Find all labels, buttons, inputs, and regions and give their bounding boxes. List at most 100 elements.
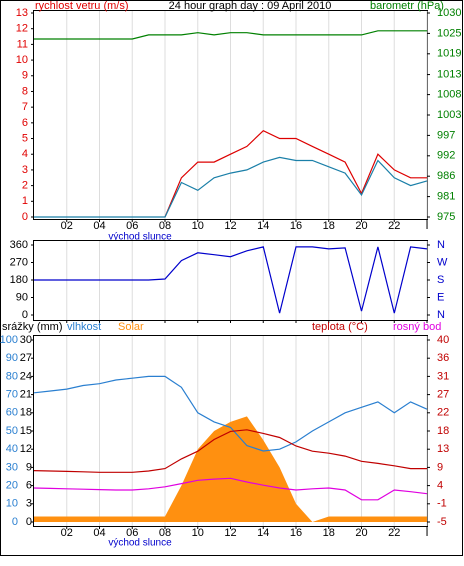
x-tick-label: I: [425, 220, 428, 232]
y2-tick-label: 1013: [437, 68, 461, 80]
x-tick-label: 10: [192, 527, 204, 539]
ylabel: rychlost vetru (m/s): [35, 0, 129, 12]
y-tick-label: 2: [22, 180, 28, 192]
x-tick-label: 04: [93, 220, 105, 232]
precip-tick-label: 9: [26, 461, 32, 473]
x-tick-label: 22: [388, 220, 400, 232]
y2-tick-label: 981: [437, 191, 455, 203]
y-tick-label: 4: [22, 148, 28, 160]
y2-tick-label: 975: [437, 211, 455, 223]
precip-tick-label: 27: [20, 352, 32, 364]
y2label: barometr (hPa): [370, 0, 444, 12]
y2-tick-label: 4: [437, 480, 443, 492]
y-tick-label: 90: [16, 291, 28, 303]
x-tick-label: 02: [61, 527, 73, 539]
x-tick-label: 18: [323, 527, 335, 539]
series-line: [34, 246, 428, 314]
y-tick-label: 360: [10, 239, 28, 251]
sunrise-label: východ slunce: [108, 232, 172, 243]
x-tick-label: 04: [93, 527, 105, 539]
series-line: [33, 429, 427, 473]
y2-tick-label: E: [437, 291, 444, 303]
y2-tick-label: 992: [437, 150, 455, 162]
y-tick-label: 5: [22, 132, 28, 144]
precip-tick-label: 15: [20, 425, 32, 437]
precip-tick-label: 18: [20, 407, 32, 419]
y2-tick-label: 18: [437, 425, 449, 437]
y-tick-label: 30: [6, 461, 18, 473]
series-name: Solar: [118, 321, 144, 333]
y-tick-label: 0: [22, 211, 28, 223]
y-tick-label: 20: [6, 480, 18, 492]
y-tick-label: 12: [16, 23, 28, 35]
x-tick-label: 16: [290, 220, 302, 232]
y-tick-label: 100: [0, 334, 18, 346]
y2-tick-label: 1025: [437, 27, 461, 39]
series-name: teplota (°C): [312, 321, 368, 333]
series-line: [34, 30, 427, 40]
y2-tick-label: -1: [437, 498, 447, 510]
precip-tick-label: 0: [26, 516, 32, 528]
y-tick-label: 60: [6, 407, 18, 419]
x-tick-label: 14: [257, 220, 269, 232]
y-tick-label: 80: [6, 370, 18, 382]
x-tick-label: 14: [257, 527, 269, 539]
series-name: rosný bod: [393, 321, 441, 333]
series-name: vlhkost: [67, 321, 101, 333]
sunrise-label: východ slunce: [108, 538, 172, 549]
x-tick-label: 02: [61, 220, 73, 232]
y2-tick-label: 1019: [437, 48, 461, 60]
y-tick-label: 270: [10, 256, 28, 268]
y-tick-label: 8: [22, 85, 28, 97]
series-line: [33, 477, 428, 501]
y-tick-label: 9: [22, 70, 28, 82]
y2-tick-label: 40: [437, 334, 449, 346]
y2-tick-label: 9: [437, 461, 443, 473]
x-tick-label: 06: [126, 220, 138, 232]
y2-tick-label: 1003: [437, 109, 461, 121]
y-tick-label: 11: [17, 38, 28, 50]
y-tick-label: 70: [6, 389, 18, 401]
y-tick-label: 1: [22, 195, 28, 207]
y2-tick-label: S: [437, 274, 444, 286]
y2-tick-label: 1030: [437, 7, 461, 19]
precip-tick-label: 6: [26, 480, 32, 492]
y2-tick-label: -5: [437, 516, 447, 528]
y2-tick-label: 27: [437, 389, 449, 401]
x-tick-label: 08: [159, 527, 171, 539]
y2-tick-label: 13: [437, 443, 449, 455]
y2-tick-label: N: [437, 239, 445, 251]
y-tick-label: 90: [6, 352, 18, 364]
y2-tick-label: 22: [437, 407, 449, 419]
x-tick-label: 08: [159, 220, 171, 232]
x-tick-label: 12: [224, 220, 236, 232]
x-tick-label: I: [425, 527, 428, 539]
x-tick-label: 18: [323, 220, 335, 232]
y2-tick-label: W: [437, 256, 448, 268]
y-tick-label: 13: [16, 7, 28, 19]
series-line: [33, 375, 428, 452]
precip-label: srážky (mm): [2, 321, 63, 333]
y-tick-label: 7: [22, 101, 28, 113]
series-line: [34, 156, 428, 218]
x-tick-label: 12: [224, 527, 236, 539]
y2-tick-label: 31: [437, 370, 449, 382]
x-tick-label: 06: [126, 527, 138, 539]
y2-tick-label: 1008: [437, 89, 461, 101]
series-line: [164, 129, 427, 218]
y-tick-label: 0: [12, 516, 18, 528]
x-tick-label: 16: [290, 527, 302, 539]
precip-tick-label: 24: [20, 370, 32, 382]
y-tick-label: 6: [22, 117, 28, 129]
y2-tick-label: 36: [437, 352, 449, 364]
x-tick-label: 22: [388, 527, 400, 539]
x-tick-label: 10: [192, 220, 204, 232]
y-tick-label: 0: [22, 309, 28, 321]
y-tick-label: 10: [16, 54, 28, 66]
y2-tick-label: N: [437, 309, 445, 321]
y-tick-label: 3: [22, 164, 28, 176]
precip-tick-label: 30: [20, 334, 32, 346]
y2-tick-label: 997: [437, 129, 455, 141]
y-tick-label: 40: [6, 443, 18, 455]
